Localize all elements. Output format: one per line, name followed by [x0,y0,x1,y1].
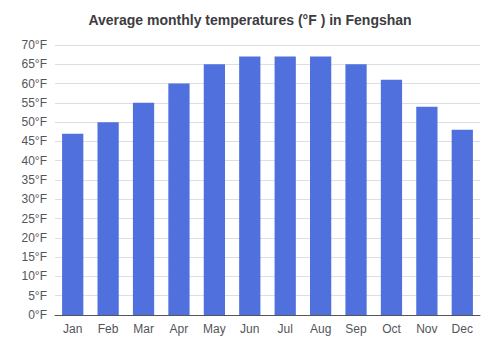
svg-text:25°F: 25°F [22,212,47,226]
svg-text:Average monthly temperatures (: Average monthly temperatures (°F ) in Fe… [88,12,411,28]
svg-text:15°F: 15°F [22,250,47,264]
svg-text:45°F: 45°F [22,134,47,148]
svg-text:Apr: Apr [170,322,189,336]
svg-text:5°F: 5°F [28,289,47,303]
svg-text:Jun: Jun [240,322,259,336]
svg-text:50°F: 50°F [22,115,47,129]
svg-text:Sep: Sep [345,322,367,336]
svg-text:30°F: 30°F [22,192,47,206]
svg-text:40°F: 40°F [22,154,47,168]
svg-text:Feb: Feb [98,322,119,336]
svg-text:60°F: 60°F [22,77,47,91]
svg-text:Dec: Dec [452,322,473,336]
svg-text:0°F: 0°F [28,308,47,322]
svg-text:20°F: 20°F [22,231,47,245]
svg-text:Aug: Aug [310,322,331,336]
svg-text:35°F: 35°F [22,173,47,187]
svg-text:Oct: Oct [382,322,401,336]
svg-text:May: May [203,322,226,336]
svg-text:70°F: 70°F [22,38,47,52]
svg-text:Jan: Jan [63,322,82,336]
svg-text:55°F: 55°F [22,96,47,110]
svg-text:Jul: Jul [278,322,293,336]
svg-text:65°F: 65°F [22,57,47,71]
svg-text:Nov: Nov [416,322,437,336]
svg-text:10°F: 10°F [22,269,47,283]
svg-text:Mar: Mar [133,322,154,336]
